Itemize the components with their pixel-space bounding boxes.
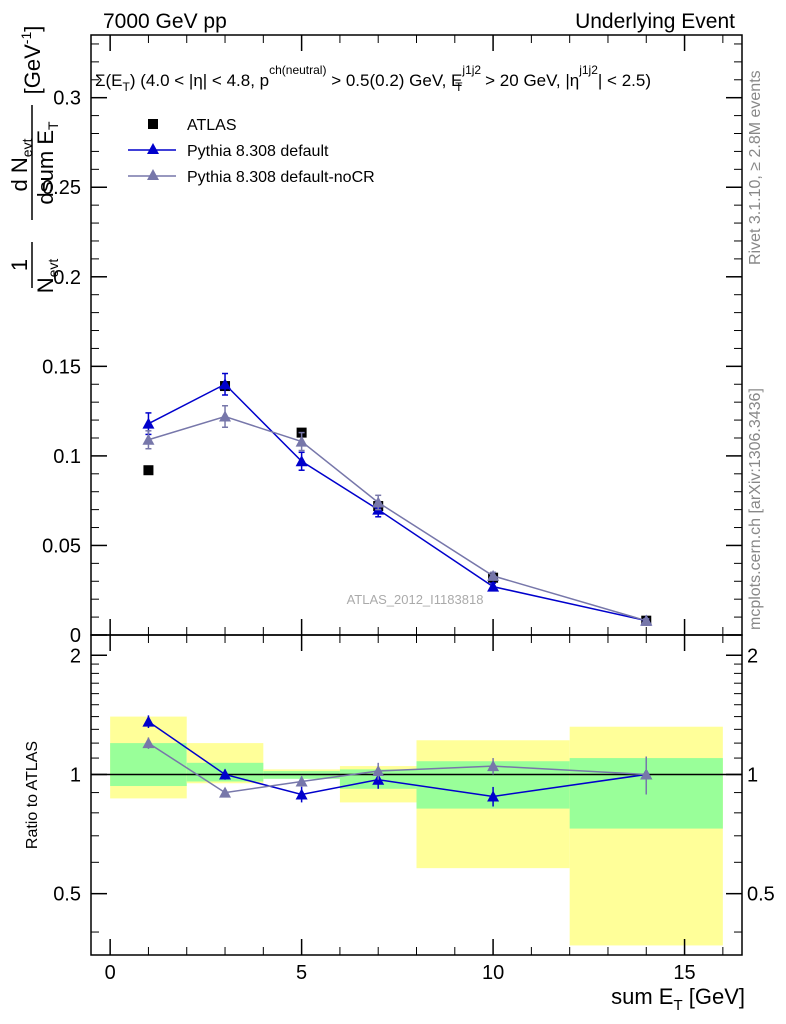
ratio-point	[487, 790, 500, 802]
svg-text:dsum ET: dsum ET	[33, 121, 61, 205]
data-point-nocr	[219, 410, 232, 422]
ratio-point	[295, 775, 308, 787]
data-point-nocr	[487, 569, 500, 581]
ratio-y-tick-label-right: 0.5	[747, 884, 775, 906]
x-tick-label: 15	[673, 962, 695, 984]
ratio-point	[142, 737, 155, 749]
main-axes: 0 0.05 0.1 0.15 0.2 0.25 0.3	[42, 35, 742, 647]
ratio-plot-layer	[91, 715, 742, 946]
ratio-point	[487, 760, 500, 772]
main-panel: 0 0.05 0.1 0.15 0.2 0.25 0.3 Σ(ET) (4.0 < |η| …	[7, 26, 743, 647]
series-line-1	[148, 383, 647, 622]
rivet-version-label: Rivet 3.1.10, ≥ 2.8M events	[747, 70, 764, 265]
mcplots-label: mcplots.cern.ch [arXiv:1306.3436]	[747, 388, 764, 630]
main-y-tick-label: 0.3	[53, 88, 81, 110]
data-point-nocr	[372, 496, 385, 508]
main-y-tick-label: 0.05	[42, 535, 81, 557]
x-tick-label: 0	[105, 962, 116, 984]
legend: ATLAS Pythia 8.308 default Pythia 8.308 …	[128, 117, 375, 186]
legend-marker-atlas	[148, 119, 158, 129]
x-axis-title: sum ET [GeV]	[611, 984, 745, 1014]
svg-text:d Nevt: d Nevt	[7, 138, 35, 191]
selection-label: Σ(ET) (4.0 < |η| < 4.8, pch(neutral) > 0…	[95, 63, 651, 94]
legend-label-nocr: Pythia 8.308 default-noCR	[187, 169, 375, 186]
data-point-nocr	[142, 433, 155, 445]
data-point-default	[295, 455, 308, 467]
ratio-point	[219, 786, 232, 798]
ratio-y-axis-title: Ratio to ATLAS	[24, 741, 41, 849]
data-point-nocr	[640, 614, 653, 626]
analysis-id-label: ATLAS_2012_I1183818	[347, 592, 484, 607]
data-point-default	[487, 580, 500, 592]
ratio-point	[219, 768, 232, 780]
header-left: 7000 GeV pp	[103, 10, 227, 33]
header-right: Underlying Event	[575, 10, 735, 33]
data-point-atlas	[143, 465, 154, 476]
ratio-series-line-0	[148, 720, 647, 798]
ratio-series-line-1	[148, 742, 647, 794]
ratio-y-tick-label: 1	[70, 764, 81, 786]
x-tick-label: 5	[296, 962, 307, 984]
ratio-y-tick-label-right: 1	[747, 764, 758, 786]
ratio-point	[640, 768, 653, 780]
main-y-tick-label: 0.1	[53, 446, 81, 468]
series-line-2	[148, 415, 647, 622]
ratio-axes: 0.5 0.5 1 1 2 2 0 5 10 15	[53, 635, 775, 984]
main-y-tick-label: 0.25	[42, 177, 81, 199]
ratio-point	[295, 788, 308, 800]
main-y-axis-title: 1 Nevt d Nevt dsum ET [GeV-1]	[7, 26, 61, 294]
main-y-tick-label: 0	[70, 625, 81, 647]
legend-label-atlas: ATLAS	[187, 117, 237, 134]
data-point-default	[219, 378, 232, 390]
ratio-panel: 0.5 0.5 1 1 2 2 0 5 10 15 Ratio to ATLAS sum ET […	[24, 634, 775, 1014]
main-y-tick-label: 0.2	[53, 267, 81, 289]
main-plot-layer	[142, 372, 653, 626]
legend-label-default: Pythia 8.308 default	[187, 143, 329, 160]
legend-marker-default	[147, 143, 159, 154]
ratio-point	[372, 765, 385, 777]
main-y-tick-label: 0.15	[42, 356, 81, 378]
data-point-nocr	[295, 435, 308, 447]
svg-text:1: 1	[7, 259, 32, 271]
ratio-point	[142, 715, 155, 727]
ratio-y-tick-label: 2	[70, 645, 81, 667]
legend-marker-nocr	[147, 169, 159, 180]
band-green	[110, 743, 187, 787]
svg-text:[GeV-1]: [GeV-1]	[18, 26, 45, 95]
data-point-default	[142, 417, 155, 429]
x-tick-label: 10	[482, 962, 504, 984]
ratio-y-tick-label-right: 2	[747, 645, 758, 667]
svg-text:Nevt: Nevt	[33, 259, 61, 294]
ratio-y-tick-label: 0.5	[53, 884, 81, 906]
